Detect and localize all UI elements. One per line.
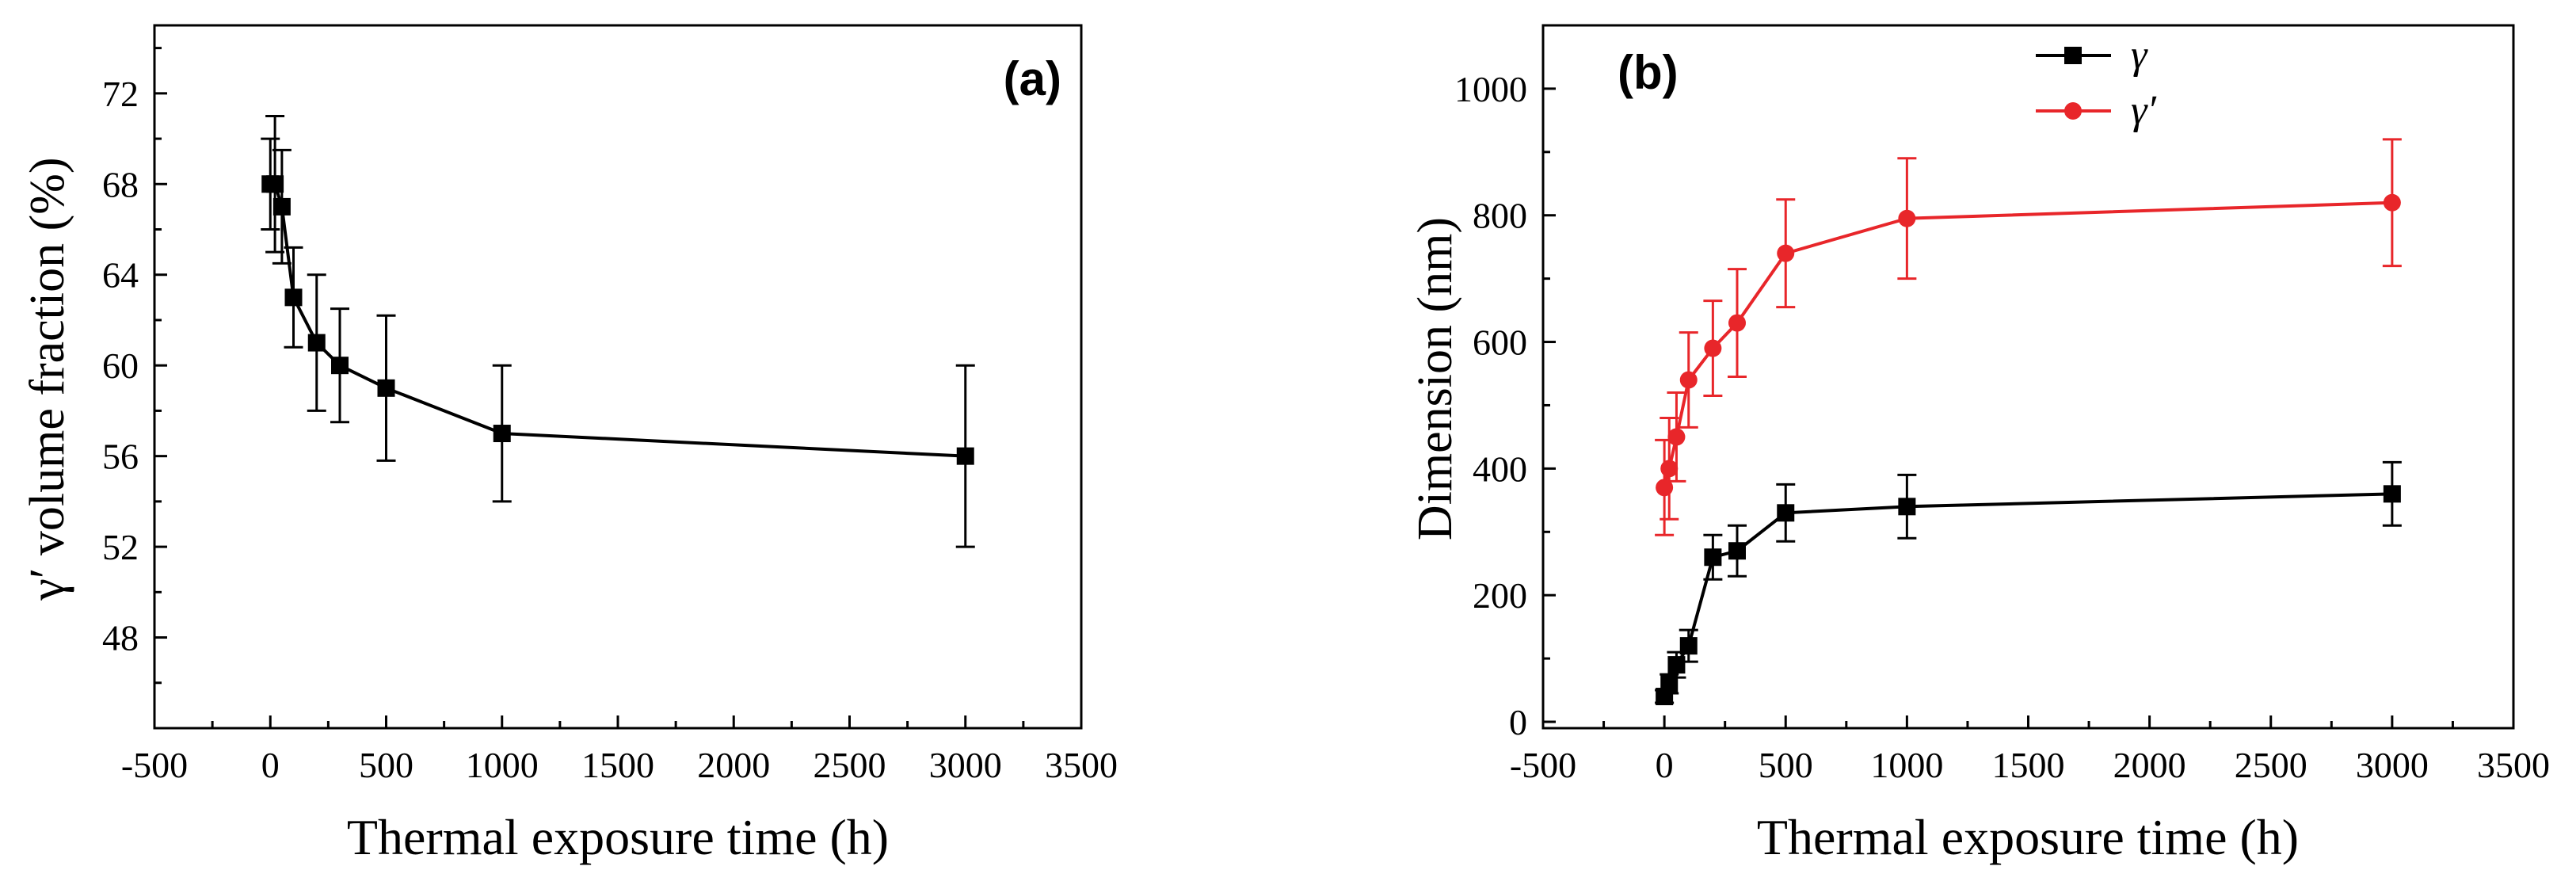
x-tick-label-a-8: 3500 [1045,745,1118,785]
x-axis-label-a: Thermal exposure time (h) [347,809,889,865]
plot-frame-a [153,24,1083,730]
legend-marker-gamma-prime [2064,102,2082,120]
data-point-b-1-6 [1777,244,1795,262]
legend-marker-gamma [2064,47,2082,64]
data-point-b-1-4 [1704,339,1722,357]
data-point-a-0-4 [307,334,326,352]
panel-label-a: (a) [1004,52,1061,105]
x-tick-label-b-5: 2000 [2113,745,2186,785]
legend-b: γ γ′ [2036,32,2157,133]
chart-panel-a: -500 0 500 1000 1500 2000 2500 3000 3500 48 52 56 60… [21,24,1118,865]
x-tick-label-a-0: -500 [121,745,188,785]
marks-layer-b [1655,138,2402,706]
data-point-b-0-5 [1728,542,1746,560]
x-tick-label-a-6: 2500 [814,745,886,785]
data-point-b-0-3 [1679,637,1698,655]
x-tick-label-b-8: 3500 [2477,745,2550,785]
data-point-a-0-6 [377,379,395,397]
y-axis-label-a: γ′ volume fraction (%) [21,157,74,601]
y-tick-label-a-3: 60 [102,345,139,386]
tick-layer-b: -500 0 500 1000 1500 2000 2500 3000 350002004006… [1454,24,2550,785]
y-tick-label-a-1: 52 [102,527,139,567]
data-point-b-1-0 [1656,479,1674,497]
y-tick-label-a-4: 64 [102,255,139,296]
x-tick-label-a-1: 0 [261,745,280,785]
y-tick-label-a-0: 48 [102,618,139,658]
marks-layer-a [261,114,975,548]
panel-label-b: (b) [1618,46,1679,99]
y-axis-label-b: Dimension (nm) [1408,217,1462,540]
x-tick-label-b-0: -500 [1510,745,1576,785]
legend-label-gamma-prime: γ′ [2131,88,2157,133]
x-tick-label-a-2: 500 [359,745,413,785]
x-tick-label-a-5: 2000 [697,745,770,785]
data-point-b-1-5 [1728,314,1746,332]
data-point-a-0-1 [266,175,284,193]
y-tick-label-a-5: 68 [102,164,139,204]
x-tick-label-a-4: 1500 [581,745,654,785]
data-point-a-0-5 [331,357,349,375]
y-tick-label-a-2: 56 [102,437,139,477]
data-point-b-0-1 [1660,675,1679,693]
data-point-b-0-6 [1777,504,1795,522]
x-tick-label-a-3: 1000 [466,745,539,785]
series-line-b-1 [1663,200,2392,488]
tick-layer-a: -500 0 500 1000 1500 2000 2500 3000 3500 48 52 56 60… [102,47,1118,785]
data-point-b-1-1 [1660,460,1679,478]
data-point-b-0-4 [1704,548,1722,567]
data-point-a-0-2 [272,197,291,216]
x-tick-label-b-3: 1000 [1870,745,1943,785]
data-point-a-0-7 [493,425,511,443]
data-point-b-1-8 [2383,193,2401,212]
y-tick-label-b-4: 800 [1473,196,1527,236]
series-line-b-0 [1663,492,2392,697]
x-tick-label-b-2: 500 [1759,745,1813,785]
x-tick-label-b-6: 2500 [2235,745,2307,785]
series-line-a-0 [270,182,966,458]
x-tick-label-b-1: 0 [1656,745,1674,785]
data-point-a-0-8 [956,447,974,465]
data-point-b-1-3 [1679,371,1698,389]
y-tick-label-b-2: 400 [1473,448,1527,489]
x-axis-label-b: Thermal exposure time (h) [1757,809,2299,865]
data-point-a-0-3 [284,288,303,307]
y-tick-label-b-5: 1000 [1454,69,1527,109]
data-point-b-1-7 [1898,209,1916,227]
data-point-b-1-2 [1667,428,1686,446]
y-tick-label-b-0: 0 [1509,702,1527,742]
data-point-b-0-7 [1898,498,1916,516]
chart-panel-b: -500 0 500 1000 1500 2000 2500 3000 350002004006… [1408,24,2550,865]
y-tick-label-a-6: 72 [102,74,139,114]
x-tick-label-b-4: 1500 [1992,745,2065,785]
y-tick-label-b-1: 200 [1473,575,1527,616]
x-tick-label-b-7: 3000 [2356,745,2429,785]
y-tick-label-b-3: 600 [1473,322,1527,363]
legend-label-gamma: γ [2131,32,2148,78]
data-point-b-0-2 [1667,656,1686,674]
data-point-b-0-8 [2383,485,2401,503]
x-tick-label-a-7: 3000 [929,745,1002,785]
